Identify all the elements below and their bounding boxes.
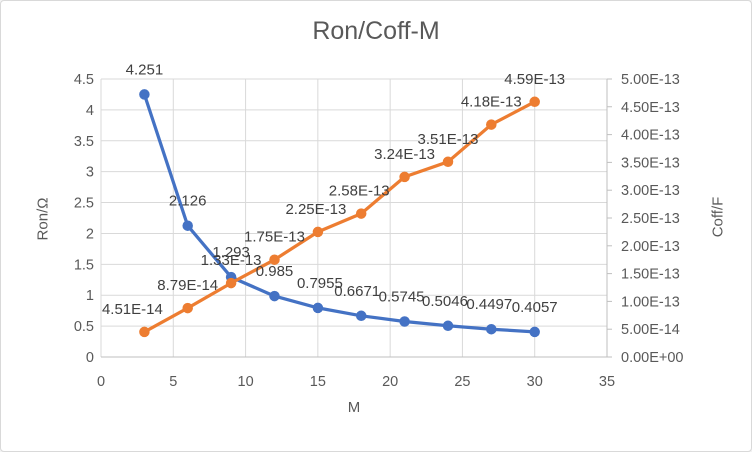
data-labels-Ron: 4.2512.1261.2930.9850.79550.66710.57450.…: [126, 61, 558, 316]
data-label: 4.18E-13: [461, 94, 522, 111]
left-tick-label: 3: [86, 165, 94, 181]
data-label: 0.4057: [512, 299, 558, 316]
data-point: [182, 302, 193, 314]
data-point: [312, 226, 324, 238]
left-tick-label: 4.5: [74, 72, 94, 88]
x-tick-label: 10: [238, 374, 254, 390]
x-axis-title: M: [347, 399, 361, 416]
data-point: [529, 96, 540, 108]
left-tick-label: 2.5: [74, 196, 94, 212]
data-point: [442, 156, 454, 168]
series-line: [142, 92, 537, 334]
x-tick-label: 15: [310, 374, 326, 390]
left-tick-label: 0.5: [74, 319, 94, 335]
data-label: 0.7955: [297, 275, 343, 292]
data-point: [442, 320, 454, 332]
data-labels-Coff: 4.51E-14 8.79E-14 1.33E-13 1.75E-13 2.25E-13…: [102, 71, 565, 318]
data-label: 8.79E-14: [157, 277, 218, 294]
left-tick-label: 1: [86, 288, 94, 304]
data-point: [225, 277, 237, 289]
right-tick-label: 4.50E-13: [621, 100, 680, 116]
data-point: [529, 326, 540, 338]
x-tick-label: 35: [599, 374, 615, 390]
right-tick-label: 2.00E-13: [621, 239, 680, 255]
data-label: 1.75E-13: [244, 229, 305, 246]
data-point: [399, 171, 410, 183]
x-tick-label: 25: [454, 374, 470, 390]
data-point: [269, 290, 280, 302]
x-tick-label: 0: [97, 374, 105, 390]
axes: [101, 78, 612, 358]
right-tick-label: 3.00E-13: [621, 183, 680, 199]
data-label: 0.5046: [422, 293, 468, 310]
data-label: 0.985: [256, 263, 294, 280]
right-tick-label: 1.50E-13: [621, 267, 680, 283]
tick-labels: 0 0.5 1 1.5 2 2.5 3 3.5 4 4.5 0.00E+00 5.00E-14 1.00…: [74, 72, 684, 390]
right-tick-label: 1.00E-13: [621, 294, 680, 310]
data-label: 0.6671: [334, 283, 380, 300]
right-tick-label: 5.00E-14: [621, 322, 680, 338]
data-point: [139, 89, 150, 100]
left-tick-label: 0: [86, 350, 94, 366]
data-point: [355, 310, 367, 322]
x-tick-label: 5: [169, 374, 177, 390]
right-tick-label: 3.50E-13: [621, 155, 680, 171]
data-label: 1.33E-13: [201, 252, 262, 269]
data-point: [399, 316, 410, 327]
series-Coff: [139, 96, 540, 338]
right-tick-label: 2.50E-13: [621, 211, 680, 227]
right-tick-label: 5.00E-13: [621, 72, 680, 88]
data-label: 1.293: [212, 244, 250, 261]
left-tick-label: 1.5: [74, 257, 94, 273]
data-label: 0.4497: [466, 296, 512, 313]
x-tick-label: 20: [382, 374, 398, 390]
data-point: [139, 326, 150, 338]
data-point: [486, 119, 497, 130]
data-label: 0.5745: [379, 289, 425, 306]
data-point: [355, 208, 367, 219]
data-label: 2.25E-13: [285, 201, 346, 218]
x-tick-label: 30: [527, 374, 543, 390]
data-label: 3.24E-13: [374, 146, 435, 163]
left-tick-label: 3.5: [74, 134, 94, 150]
data-label: 2.126: [169, 193, 207, 210]
data-label: 2.58E-13: [329, 183, 390, 200]
chart-title: Ron/Coff-M: [312, 17, 440, 45]
series-Ron: [139, 89, 540, 338]
data-label: 3.51E-13: [418, 131, 479, 148]
series-line: [142, 100, 537, 334]
data-point: [182, 220, 193, 231]
right-tick-label: 0.00E+00: [621, 350, 684, 366]
data-point: [486, 323, 497, 335]
data-label: 4.59E-13: [504, 71, 565, 88]
left-tick-label: 2: [86, 226, 94, 242]
right-tick-label: 4.00E-13: [621, 128, 680, 144]
data-point: [312, 302, 324, 314]
data-label: 4.251: [126, 61, 164, 78]
data-point: [269, 254, 280, 265]
left-tick-label: 4: [86, 103, 94, 119]
data-label: 4.51E-14: [102, 301, 163, 318]
